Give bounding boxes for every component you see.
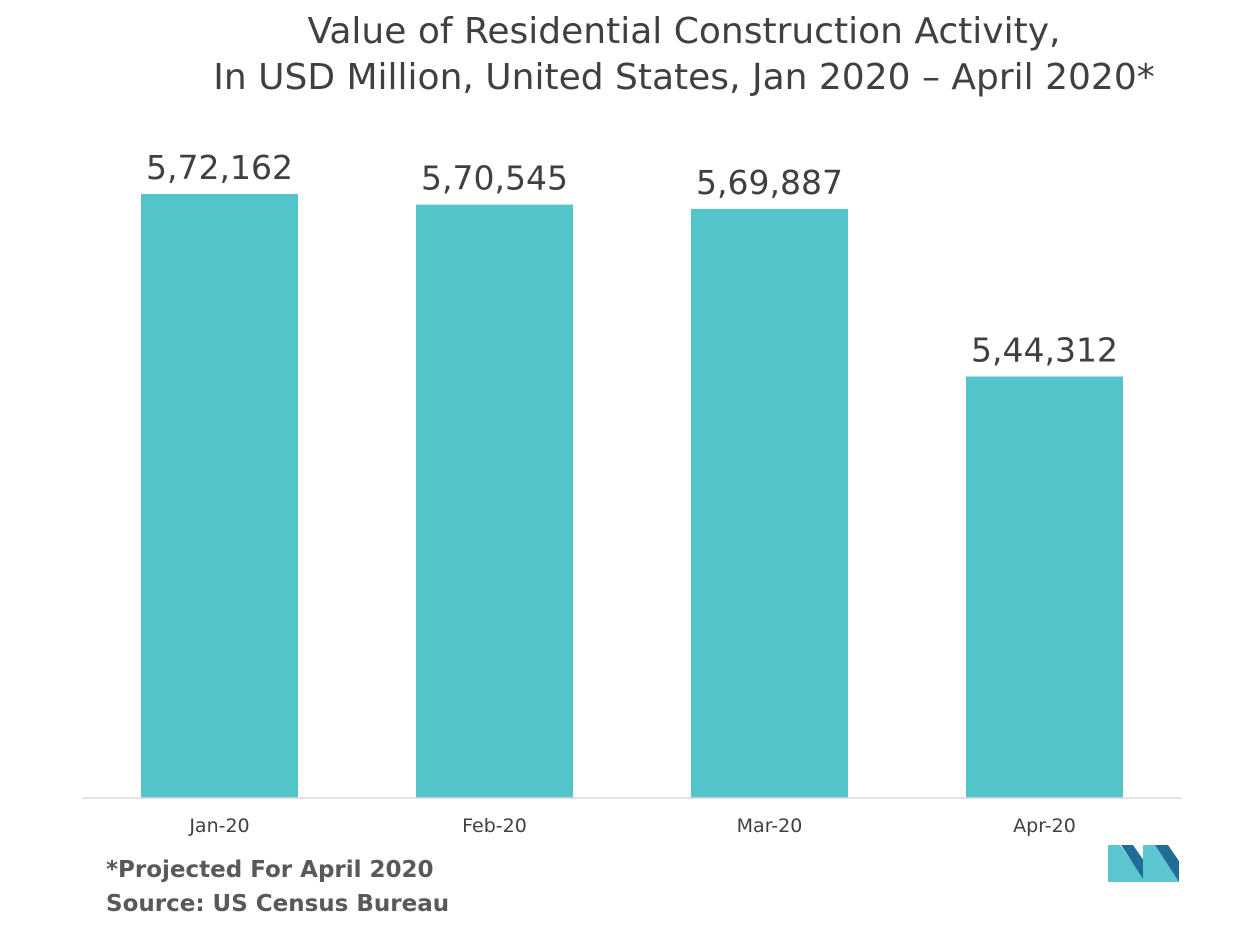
data-label-jan-20: 5,72,162 — [146, 148, 293, 187]
data-label-mar-20: 5,69,887 — [696, 163, 843, 202]
data-label-feb-20: 5,70,545 — [421, 159, 568, 198]
bar-apr-20 — [966, 376, 1123, 798]
bars-group: 5,72,162 5,70,545 5,69,887 5,44,312 — [141, 148, 1123, 799]
x-tick-label-jan-20: Jan-20 — [188, 815, 249, 837]
mordor-intelligence-logo-icon — [1108, 845, 1179, 882]
bar-jan-20 — [141, 194, 298, 798]
x-tick-label-apr-20: Apr-20 — [1013, 815, 1076, 837]
x-tick-label-feb-20: Feb-20 — [462, 815, 527, 837]
x-tick-labels: Jan-20 Feb-20 Mar-20 Apr-20 — [188, 815, 1076, 837]
bar-feb-20 — [416, 204, 573, 799]
chart-title-line-2: In USD Million, United States, Jan 2020 … — [213, 57, 1154, 98]
data-label-apr-20: 5,44,312 — [971, 331, 1118, 370]
x-tick-label-mar-20: Mar-20 — [737, 815, 803, 837]
bar-mar-20 — [691, 208, 848, 798]
source-footnote: Source: US Census Bureau — [106, 891, 449, 917]
projection-footnote: *Projected For April 2020 — [106, 857, 434, 883]
chart-title-line-1: Value of Residential Construction Activi… — [308, 11, 1061, 52]
